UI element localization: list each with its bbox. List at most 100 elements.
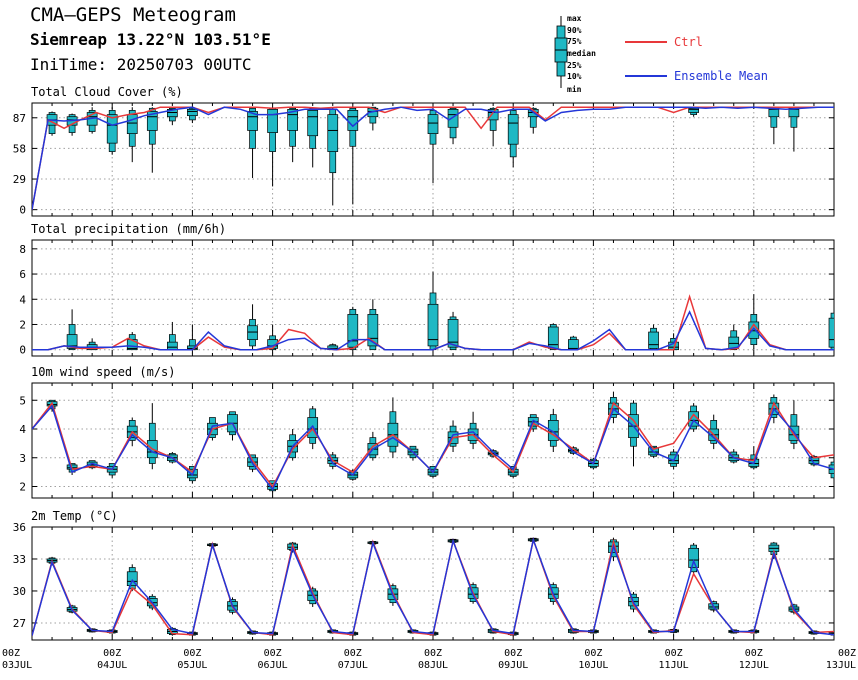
box-plot <box>447 107 459 145</box>
ytick-label-1-0: 0 <box>19 344 26 357</box>
ctrl-line-3 <box>32 537 834 636</box>
panel-content-0 <box>32 106 834 210</box>
box-plot <box>648 324 659 351</box>
box-plot <box>146 107 158 173</box>
box-plot <box>267 107 278 187</box>
box-plot <box>447 311 459 351</box>
ytick-label-0-1: 29 <box>13 173 26 186</box>
ytick-label-2-3: 5 <box>19 394 26 407</box>
box-25-75 <box>307 110 319 137</box>
panel-frame <box>31 526 835 641</box>
box-plot <box>728 449 740 464</box>
panel-title-2: 10m wind speed (m/s) <box>31 365 176 379</box>
box-plot <box>247 107 258 178</box>
box-25-75 <box>648 331 659 349</box>
xtick-hour-0: 00Z <box>2 648 20 659</box>
box-plot <box>547 408 559 452</box>
box-plot <box>828 460 834 481</box>
ytick-label-2-0: 2 <box>19 481 26 494</box>
ytick-label-0-3: 87 <box>13 112 26 125</box>
box-25-75 <box>167 108 178 118</box>
box-25-75 <box>367 314 379 347</box>
xtick-day-5: 08JUL <box>418 660 448 671</box>
ytick-label-3-3: 36 <box>13 521 26 534</box>
xtick-hour-10: 00Z <box>838 648 856 659</box>
xtick-day-0: 03JUL <box>2 660 32 671</box>
box-plot <box>66 309 78 351</box>
ytick-label-1-4: 8 <box>19 243 26 256</box>
box-25-75 <box>187 108 198 117</box>
box-25-75 <box>247 111 258 131</box>
legend-label-4: 25% <box>567 61 582 70</box>
xtick-hour-2: 00Z <box>183 648 201 659</box>
mean-line-0 <box>32 106 834 210</box>
box-25-75 <box>167 341 178 351</box>
ytick-label-0-0: 0 <box>19 204 26 217</box>
box-plot <box>126 107 138 163</box>
ytick-label-3-1: 30 <box>13 585 26 598</box>
line-legend: Ctrl Ensemble Mean <box>625 35 768 83</box>
box-10-90 <box>851 261 857 344</box>
xtick-hour-9: 00Z <box>745 648 763 659</box>
box-25-75 <box>788 425 800 441</box>
panel-frame <box>31 239 835 357</box>
box-25-75 <box>507 114 519 145</box>
init-time-label: IniTime: 20250703 00UTC <box>30 55 252 74</box>
box-plot <box>567 335 579 351</box>
xtick-day-3: 06JUL <box>258 660 288 671</box>
box-plot <box>387 397 399 458</box>
xtick-day-6: 09JUL <box>498 660 528 671</box>
box-plot <box>146 403 158 470</box>
box-25-75 <box>447 108 459 128</box>
box-25-75 <box>427 303 439 347</box>
panel-content-2 <box>32 391 834 493</box>
box-plot <box>167 107 178 126</box>
box-plot <box>628 400 639 467</box>
x-axis: 00Z03JUL00Z04JUL00Z05JUL00Z06JUL00Z07JUL… <box>2 648 856 671</box>
box-plot <box>347 306 359 351</box>
box-25-75 <box>849 269 858 342</box>
box-25-75 <box>487 108 499 121</box>
ytick-label-3-0: 27 <box>13 617 26 630</box>
ytick-label-3-2: 33 <box>13 553 26 566</box>
box-25-75 <box>247 325 258 340</box>
xtick-hour-1: 00Z <box>103 648 121 659</box>
mean-line-2 <box>32 404 834 491</box>
box-25-75 <box>547 420 559 441</box>
box-25-75 <box>106 114 118 144</box>
panel-frame <box>31 102 835 217</box>
legend-label-0: max <box>567 14 582 23</box>
box-25-75 <box>688 547 700 568</box>
box-25-75 <box>427 114 439 134</box>
xtick-hour-8: 00Z <box>665 648 683 659</box>
xtick-day-1: 04JUL <box>97 660 127 671</box>
ytick-label-2-2: 4 <box>19 423 26 436</box>
panel-2: 10m wind speed (m/s) 2 3 4 5 <box>19 365 835 499</box>
box-plot <box>849 254 858 350</box>
box-plot <box>287 107 298 163</box>
xtick-day-4: 07JUL <box>338 660 368 671</box>
box-25-75 <box>547 326 559 349</box>
box-plot <box>106 107 118 155</box>
box-25-75 <box>126 571 138 586</box>
box-plot <box>247 304 258 350</box>
location-label: Siemreap 13.22°N 103.51°E <box>30 30 271 49</box>
box-plot <box>688 106 700 117</box>
ytick-label-1-2: 4 <box>19 293 26 306</box>
box-plot <box>307 107 319 168</box>
box-25-75 <box>447 319 459 348</box>
xtick-hour-7: 00Z <box>584 648 602 659</box>
panel-1: Total precipitation (mm/6h) 0 2 4 6 8 <box>19 222 858 357</box>
ytick-label-2-1: 3 <box>19 452 26 465</box>
ytick-label-1-3: 6 <box>19 268 26 281</box>
legend-line-label-0: Ctrl <box>674 35 703 49</box>
box-plot <box>106 463 118 478</box>
box-plot <box>788 400 800 450</box>
box-plot <box>768 106 780 145</box>
box-25-75 <box>287 108 298 131</box>
xtick-day-9: 12JUL <box>739 660 769 671</box>
panel-0: Total Cloud Cover (%) 0 29 58 87 <box>13 85 835 217</box>
xtick-day-8: 11JUL <box>659 660 689 671</box>
box-plot <box>728 324 740 351</box>
